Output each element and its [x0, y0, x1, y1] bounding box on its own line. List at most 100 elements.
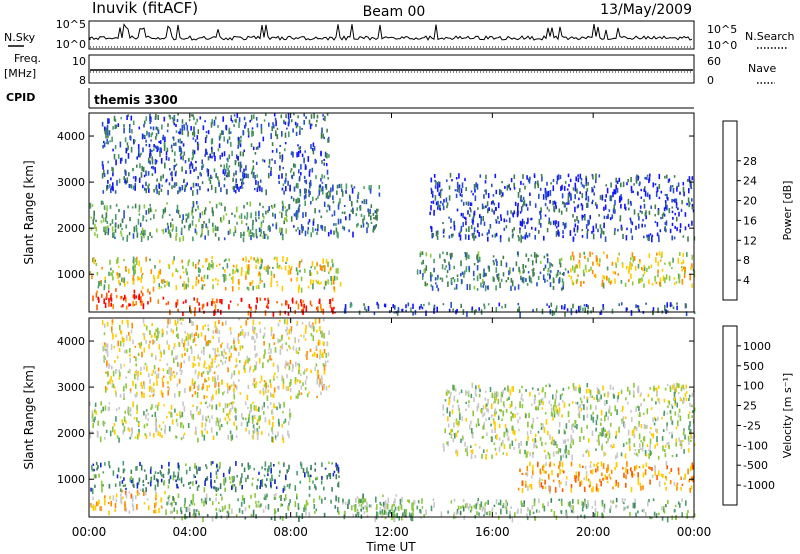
power-cell: [657, 209, 660, 216]
velocity-cell: [450, 500, 453, 504]
power-cell: [269, 226, 271, 232]
power-cell: [217, 282, 219, 286]
power-cell: [231, 150, 233, 156]
power-cell: [125, 224, 127, 229]
power-cell: [570, 194, 572, 201]
velocity-cell: [433, 502, 435, 508]
power-cell: [533, 174, 536, 178]
velocity-cell: [596, 439, 599, 443]
power-cell: [216, 264, 218, 267]
power-cell: [430, 275, 432, 282]
power-cell: [107, 225, 109, 229]
power-cell: [111, 226, 114, 232]
power-cell: [519, 312, 521, 318]
power-cell: [250, 212, 252, 219]
velocity-cell: [664, 387, 667, 391]
power-cell: [542, 274, 545, 281]
power-cell: [218, 263, 221, 266]
velocity-cell: [684, 392, 687, 397]
power-cell: [197, 205, 199, 208]
velocity-cell: [534, 433, 537, 437]
velocity-cell: [143, 366, 145, 370]
power-cell: [182, 214, 184, 220]
velocity-cell: [556, 444, 558, 449]
power-cell: [620, 182, 622, 188]
velocity-cell: [288, 484, 291, 489]
power-cell: [247, 128, 250, 133]
power-cell: [140, 290, 143, 294]
velocity-cell: [605, 411, 608, 417]
velocity-cell: [585, 504, 588, 509]
power-cell: [95, 292, 98, 298]
power-cell: [112, 186, 114, 192]
power-cell: [195, 160, 197, 164]
velocity-cell: [628, 438, 631, 443]
velocity-cell: [263, 354, 265, 357]
power-cell: [453, 287, 456, 290]
velocity-cell: [496, 434, 498, 440]
power-cell: [654, 220, 657, 224]
velocity-cell: [559, 461, 561, 467]
power-cell: [332, 263, 334, 268]
power-cell: [682, 253, 684, 257]
power-cell: [217, 124, 219, 128]
velocity-cell: [108, 461, 110, 466]
power-cell: [461, 194, 463, 198]
velocity-cell: [632, 390, 635, 396]
velocity-cell: [487, 500, 489, 505]
power-cell: [669, 228, 672, 234]
power-cell: [272, 266, 274, 269]
power-cell: [449, 172, 452, 178]
power-cell: [215, 203, 218, 209]
power-cell: [113, 232, 115, 238]
power-cell: [149, 118, 151, 124]
power-cell: [243, 205, 245, 209]
velocity-cell: [337, 467, 340, 473]
velocity-cell: [517, 508, 519, 514]
power-cell: [491, 183, 493, 188]
velocity-cell: [654, 470, 656, 476]
power-cell: [192, 285, 194, 289]
power-cell: [523, 221, 525, 225]
power-cell: [192, 201, 195, 205]
power-cell: [602, 282, 605, 289]
power-cell: [503, 218, 506, 223]
power-cell: [153, 277, 156, 282]
velocity-cell: [606, 480, 609, 484]
power-cell: [373, 311, 376, 316]
power-cell: [233, 124, 235, 127]
power-cell: [648, 210, 651, 215]
velocity-cell: [458, 392, 461, 395]
power-cell: [586, 230, 589, 234]
velocity-cell: [275, 486, 278, 489]
power-cell: [181, 119, 184, 124]
power-cell: [177, 139, 180, 143]
power-cell: [103, 226, 105, 233]
power-cell: [287, 121, 290, 127]
power-cell: [324, 226, 326, 232]
power-cell: [227, 230, 230, 235]
velocity-cell: [120, 497, 122, 503]
velocity-cell: [553, 463, 555, 466]
velocity-cell: [269, 478, 272, 482]
power-cell: [131, 206, 134, 209]
power-cell: [563, 185, 566, 191]
power-cell: [255, 232, 258, 237]
velocity-cell: [596, 463, 598, 467]
velocity-cell: [146, 498, 149, 501]
velocity-cell: [534, 395, 536, 401]
power-cell: [566, 188, 569, 191]
velocity-cell: [641, 446, 644, 452]
power-cell: [96, 271, 99, 276]
power-cell: [606, 215, 608, 219]
velocity-cell: [467, 404, 470, 408]
velocity-cell: [193, 503, 196, 506]
velocity-cell: [662, 474, 664, 478]
power-cell: [96, 304, 98, 311]
velocity-cell: [675, 442, 677, 447]
power-cell: [309, 300, 312, 305]
power-cell: [235, 264, 238, 268]
velocity-cell: [265, 484, 267, 488]
power-cell: [643, 203, 646, 209]
velocity-cell: [393, 504, 396, 507]
